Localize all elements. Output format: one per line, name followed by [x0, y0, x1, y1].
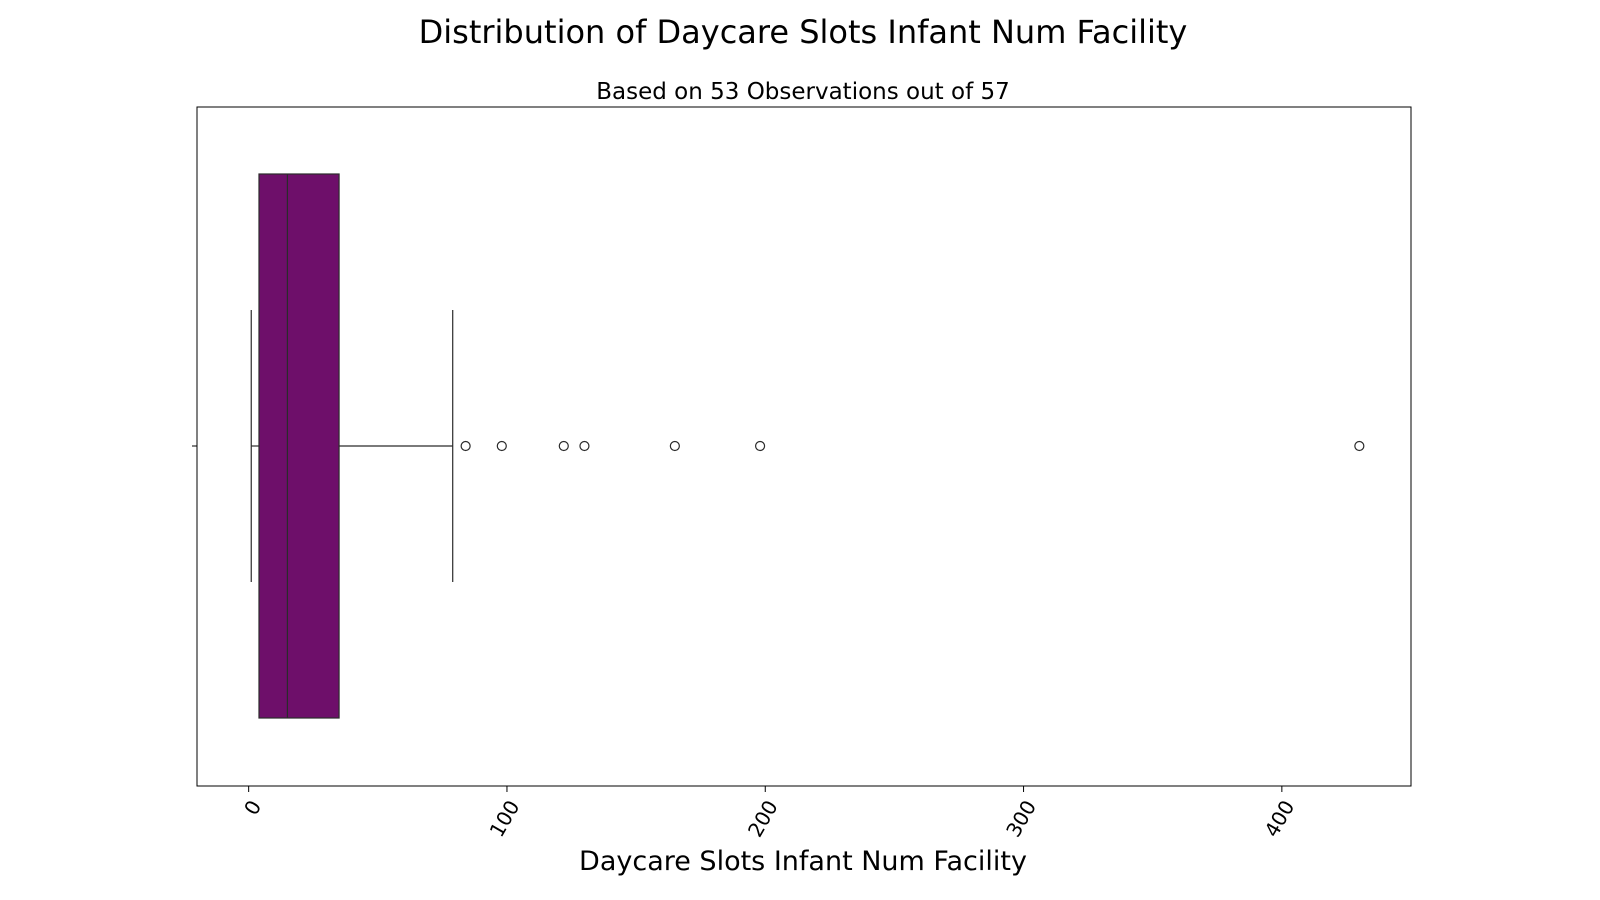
- outlier-point: [558, 440, 569, 452]
- outlier-point: [460, 440, 471, 452]
- outlier-point: [579, 440, 590, 452]
- x-tick-label: 100: [485, 796, 525, 841]
- chart-subtitle: Based on 53 Observations out of 57: [596, 79, 1010, 105]
- x-axis: 0 100 200 300 400: [192, 445, 1299, 841]
- x-tick-label: 300: [1001, 796, 1041, 841]
- x-axis-label: Daycare Slots Infant Num Facility: [579, 846, 1027, 877]
- outlier-point: [669, 440, 680, 452]
- chart-title: Distribution of Daycare Slots Infant Num…: [419, 13, 1188, 51]
- chart-marks: [250, 173, 1365, 719]
- x-tick-label: 0: [239, 796, 266, 819]
- outlier-point: [496, 440, 507, 452]
- outlier-point: [754, 440, 766, 452]
- x-tick-label: 400: [1259, 796, 1299, 841]
- x-tick-label: 200: [743, 796, 783, 841]
- outlier-point: [1354, 440, 1365, 452]
- box-iqr: [258, 173, 340, 719]
